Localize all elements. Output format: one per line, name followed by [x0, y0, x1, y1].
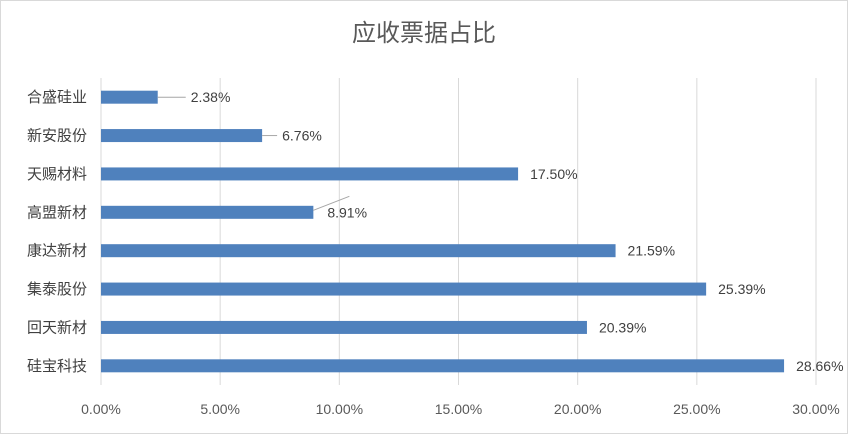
- data-label: 28.66%: [796, 358, 843, 374]
- data-label: 17.50%: [530, 166, 577, 182]
- data-label: 8.91%: [327, 204, 367, 220]
- category-label: 合盛硅业: [27, 88, 87, 106]
- data-label: 2.38%: [191, 89, 231, 105]
- category-label: 新安股份: [27, 127, 87, 145]
- category-label: 天赐材料: [27, 165, 87, 183]
- x-tick-label: 15.00%: [435, 401, 482, 417]
- bar: [101, 359, 785, 373]
- category-label: 硅宝科技: [27, 357, 87, 375]
- x-tick-label: 10.00%: [316, 401, 363, 417]
- category-label: 回天新材: [27, 318, 87, 336]
- bar: [101, 167, 519, 181]
- bar: [101, 205, 314, 219]
- bar: [101, 90, 158, 104]
- category-label: 康达新材: [27, 242, 87, 260]
- x-tick-label: 0.00%: [81, 401, 121, 417]
- category-label: 集泰股份: [27, 280, 87, 298]
- category-label: 高盟新材: [27, 203, 87, 221]
- leader-line: [313, 195, 350, 211]
- data-label: 25.39%: [718, 281, 765, 297]
- x-tick-label: 30.00%: [792, 401, 839, 417]
- bar: [101, 320, 587, 334]
- x-tick-label: 20.00%: [554, 401, 601, 417]
- bar: [101, 282, 707, 296]
- x-tick-label: 5.00%: [200, 401, 240, 417]
- data-label: 20.39%: [599, 319, 646, 335]
- data-label: 6.76%: [282, 128, 322, 144]
- data-label: 21.59%: [628, 243, 675, 259]
- bar: [101, 129, 263, 143]
- chart-title: 应收票据占比: [352, 19, 496, 47]
- x-tick-label: 25.00%: [673, 401, 720, 417]
- bar: [101, 244, 616, 258]
